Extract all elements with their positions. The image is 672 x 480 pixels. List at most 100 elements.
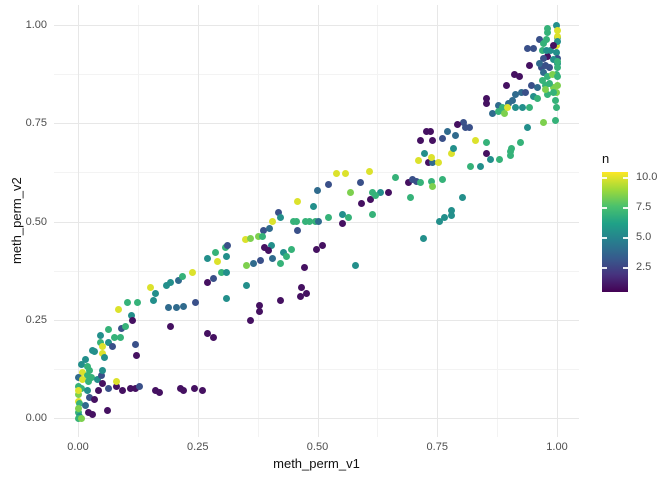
data-point bbox=[524, 44, 532, 52]
data-point bbox=[151, 290, 159, 298]
data-point bbox=[372, 192, 380, 200]
data-point bbox=[108, 343, 116, 351]
data-point bbox=[405, 179, 413, 187]
data-point bbox=[301, 218, 309, 226]
data-point bbox=[78, 384, 86, 392]
data-point bbox=[467, 163, 475, 171]
data-point bbox=[131, 341, 139, 349]
data-point bbox=[544, 91, 552, 99]
data-point bbox=[118, 386, 126, 394]
y-axis-title-text: meth_perm_v2 bbox=[9, 177, 24, 265]
data-point bbox=[357, 199, 365, 207]
plot-panel bbox=[54, 5, 579, 437]
data-point bbox=[507, 144, 515, 152]
data-point bbox=[74, 386, 82, 394]
data-point bbox=[339, 211, 347, 219]
x-gridline-major bbox=[78, 5, 79, 437]
data-point bbox=[104, 384, 112, 392]
data-point bbox=[546, 63, 554, 71]
legend-tick-label: 2.5 bbox=[636, 261, 652, 274]
data-point bbox=[549, 83, 557, 91]
data-point bbox=[212, 249, 220, 257]
data-point bbox=[259, 232, 267, 240]
x-gridline-minor bbox=[377, 5, 379, 437]
data-point bbox=[552, 48, 560, 56]
data-point bbox=[471, 137, 479, 145]
y-tick-label: 0.75 bbox=[25, 117, 47, 130]
x-tick-label: 0.25 bbox=[187, 441, 209, 453]
data-point bbox=[214, 258, 222, 266]
legend-colorbar-tick bbox=[623, 237, 628, 240]
data-point bbox=[247, 316, 255, 324]
data-point bbox=[428, 178, 436, 186]
data-point bbox=[429, 183, 437, 191]
data-point bbox=[435, 218, 443, 226]
data-point bbox=[529, 44, 537, 52]
data-point bbox=[551, 116, 559, 124]
data-point bbox=[314, 187, 322, 195]
data-point bbox=[217, 269, 225, 277]
x-gridline-minor bbox=[497, 5, 499, 437]
legend-title: n bbox=[602, 151, 610, 166]
data-point bbox=[504, 99, 512, 107]
data-point bbox=[526, 103, 534, 111]
data-point bbox=[81, 401, 89, 409]
y-gridline-major bbox=[54, 25, 579, 26]
data-point bbox=[552, 104, 560, 112]
data-point bbox=[192, 299, 200, 307]
data-point bbox=[342, 170, 350, 178]
legend-colorbar bbox=[602, 172, 628, 292]
data-point bbox=[412, 178, 420, 186]
data-point bbox=[506, 148, 514, 156]
data-point bbox=[502, 81, 510, 89]
data-point bbox=[553, 64, 561, 72]
data-point bbox=[547, 46, 555, 54]
legend-colorbar-tick bbox=[602, 237, 607, 240]
data-point bbox=[265, 225, 273, 233]
data-point bbox=[167, 278, 175, 286]
data-point bbox=[74, 408, 82, 416]
data-point bbox=[429, 159, 437, 167]
data-point bbox=[149, 296, 157, 304]
data-point bbox=[537, 63, 545, 71]
data-point bbox=[509, 96, 517, 104]
data-point bbox=[128, 316, 136, 324]
data-point bbox=[189, 269, 197, 277]
y-gridline-major bbox=[54, 123, 579, 125]
data-point bbox=[224, 241, 232, 249]
data-point bbox=[311, 218, 319, 226]
data-point bbox=[515, 72, 523, 80]
data-point bbox=[104, 326, 112, 334]
data-point bbox=[180, 386, 188, 394]
data-point bbox=[99, 343, 107, 351]
data-point bbox=[312, 245, 320, 253]
data-point bbox=[536, 36, 544, 44]
data-point bbox=[113, 383, 121, 391]
data-point bbox=[287, 245, 295, 253]
data-point bbox=[539, 68, 547, 76]
data-point bbox=[501, 109, 509, 117]
data-point bbox=[466, 124, 474, 132]
data-point bbox=[553, 54, 561, 62]
data-point bbox=[276, 259, 284, 267]
data-point bbox=[94, 386, 102, 394]
data-point bbox=[365, 168, 373, 176]
data-point bbox=[414, 156, 422, 164]
data-point bbox=[487, 155, 495, 163]
data-point bbox=[496, 155, 504, 163]
data-point bbox=[117, 324, 125, 332]
data-point bbox=[506, 151, 514, 159]
data-point bbox=[548, 71, 556, 79]
data-point bbox=[179, 272, 187, 280]
data-point bbox=[543, 47, 551, 55]
data-point bbox=[427, 154, 435, 162]
data-point bbox=[293, 217, 301, 225]
data-point bbox=[269, 217, 277, 225]
data-point bbox=[385, 189, 393, 197]
data-point bbox=[151, 386, 159, 394]
data-point bbox=[503, 104, 511, 112]
data-point bbox=[541, 86, 549, 94]
data-point bbox=[549, 42, 557, 50]
data-point bbox=[114, 306, 122, 314]
data-point bbox=[417, 179, 425, 187]
